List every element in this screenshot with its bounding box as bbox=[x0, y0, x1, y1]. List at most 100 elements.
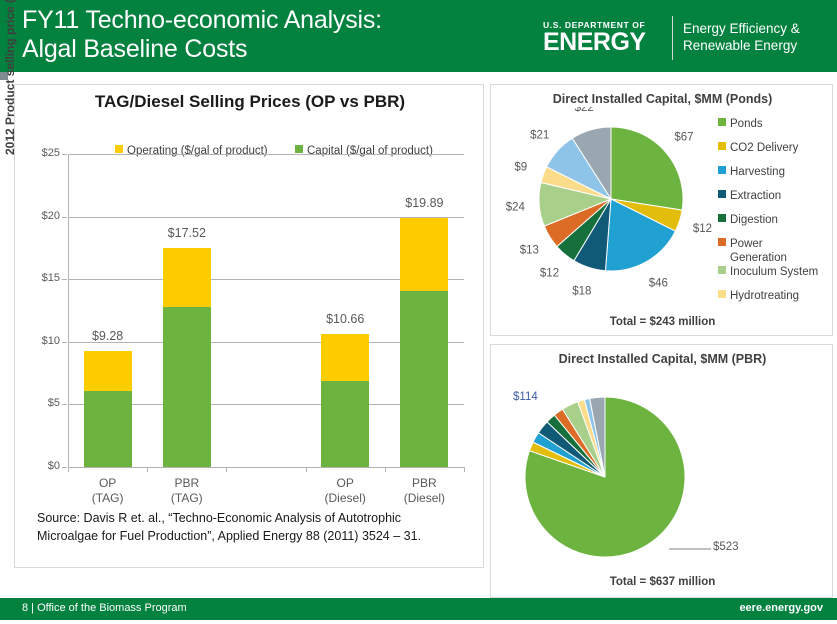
y-axis-tick-label: $20 bbox=[41, 209, 60, 222]
bar-stack[interactable] bbox=[321, 154, 370, 467]
page-title-line1: FY11 Techno-economic Analysis: bbox=[22, 6, 382, 34]
y-axis-tick bbox=[62, 341, 67, 343]
x-axis-label-line2: (TAG) bbox=[91, 491, 124, 505]
bar-chart-plot-area: $0 $5 $10 $15 $20 $25 $9.28 $17.52 $10.66 $19.89… bbox=[42, 147, 465, 505]
pbr-callout-114: $114 bbox=[513, 391, 538, 403]
y-axis-tick-label: $5 bbox=[47, 397, 60, 410]
y-axis-line bbox=[68, 154, 69, 467]
pie-slice[interactable] bbox=[604, 198, 677, 272]
pie-legend-swatch bbox=[718, 238, 726, 246]
x-axis-tick bbox=[147, 467, 149, 472]
bar-segment-capital[interactable] bbox=[83, 390, 132, 467]
bar-segment-operating[interactable] bbox=[83, 350, 132, 391]
pie-data-label: $9 bbox=[514, 161, 527, 173]
pie-legend-item[interactable]: Harvesting bbox=[718, 166, 785, 178]
pie-legend-swatch bbox=[718, 190, 726, 198]
x-axis-label-line1: PBR bbox=[412, 476, 437, 490]
bar-stack[interactable] bbox=[400, 154, 449, 467]
slide-bottom-edge bbox=[0, 620, 837, 624]
y-axis-tick bbox=[62, 279, 67, 281]
pie-data-label: $18 bbox=[572, 285, 591, 297]
x-axis-category-label: OP (TAG) bbox=[63, 476, 153, 506]
x-axis-label-line1: OP bbox=[336, 476, 354, 490]
bar-segment-operating[interactable] bbox=[321, 333, 370, 382]
logo-divider bbox=[672, 16, 673, 60]
pie-legend-item[interactable]: CO2 Delivery bbox=[718, 142, 798, 154]
gridline bbox=[68, 154, 464, 155]
page-title-line2: Algal Baseline Costs bbox=[22, 35, 248, 63]
legend-swatch-capital bbox=[295, 145, 303, 153]
gridline bbox=[68, 216, 464, 218]
slide-header: FY11 Techno-economic Analysis: Algal Bas… bbox=[0, 0, 837, 72]
stripe-segment-green bbox=[8, 72, 420, 80]
pie-legend-label: Hydrotreating bbox=[730, 290, 800, 302]
x-axis-category-label: PBR (Diesel) bbox=[379, 476, 469, 506]
x-axis-tick bbox=[68, 467, 69, 472]
pie1-holder-svg: $67$12$46$18$12$13$24$9$21$22 bbox=[506, 107, 712, 297]
ponds-pie-title: Direct Installed Capital, $MM (Ponds) bbox=[552, 92, 773, 106]
x-axis-label-line2: (TAG) bbox=[170, 491, 203, 505]
bar-chart-panel: TAG/Diesel Selling Prices (OP vs PBR) 20… bbox=[3, 0, 484, 568]
pie-data-label: $12 bbox=[540, 268, 559, 280]
pie-data-label: $12 bbox=[693, 223, 712, 235]
bar-total-label: $19.89 bbox=[405, 195, 444, 210]
bar-segment-capital[interactable] bbox=[162, 306, 211, 467]
x-axis-category-label: OP (Diesel) bbox=[300, 476, 390, 506]
bar-segment-capital[interactable] bbox=[321, 381, 370, 467]
bar-total-label: $10.66 bbox=[326, 311, 365, 326]
pie-legend-item[interactable]: Digestion bbox=[718, 214, 778, 226]
pbr-pie-total: Total = $637 million bbox=[609, 576, 716, 588]
x-axis-category-label: PBR (TAG) bbox=[142, 476, 232, 506]
bar-total-label: $9.28 bbox=[91, 328, 124, 343]
bar-segment-capital[interactable] bbox=[400, 291, 449, 467]
stripe-segment-yellow bbox=[420, 72, 535, 80]
pbr-callout-523: $523 bbox=[713, 541, 739, 553]
pie-legend-item[interactable]: Inoculum System bbox=[718, 266, 818, 278]
pbr-pie-title: Direct Installed Capital, $MM (PBR) bbox=[558, 352, 767, 366]
pie-slice[interactable] bbox=[589, 396, 606, 478]
pie-data-label: $67 bbox=[674, 132, 693, 144]
pie-legend-swatch bbox=[718, 118, 726, 126]
pbr-pie-panel: Direct Installed Capital, $MM (PBR) $114… bbox=[490, 344, 833, 598]
pie-legend-label: Ponds bbox=[730, 118, 763, 130]
y-axis-tick-label: $15 bbox=[41, 272, 60, 285]
bar-segment-operating[interactable] bbox=[400, 217, 449, 292]
source-line2: Microalgae for Fuel Production”, Applied… bbox=[37, 529, 422, 543]
y-axis-tick-label: $10 bbox=[41, 334, 60, 347]
bar-chart-y-axis-title: 2012 Product selling price ($/gal) bbox=[3, 0, 17, 155]
x-axis-tick bbox=[305, 467, 307, 472]
pie-legend-swatch bbox=[718, 266, 726, 274]
bar-chart-title: TAG/Diesel Selling Prices (OP vs PBR) bbox=[94, 92, 406, 111]
pie-legend-label: CO2 Delivery bbox=[730, 142, 799, 154]
y-axis-tick bbox=[62, 404, 67, 406]
pie-legend-label-cont: Generation bbox=[730, 252, 787, 264]
footer-url: eere.energy.gov bbox=[739, 602, 823, 614]
y-axis-tick bbox=[62, 467, 67, 468]
gridline bbox=[68, 341, 464, 343]
pie-data-label: $13 bbox=[520, 244, 539, 256]
pie-legend-item[interactable]: Hydrotreating bbox=[718, 290, 799, 302]
pie-legend-item[interactable]: Ponds bbox=[718, 118, 763, 130]
legend-swatch-operating bbox=[115, 145, 123, 153]
gridline bbox=[68, 279, 464, 281]
pie-legend-label: Extraction bbox=[730, 190, 782, 202]
pie-legend-item[interactable]: Power bbox=[718, 238, 763, 250]
eere-subtitle: Energy Efficiency & Renewable Energy bbox=[683, 20, 833, 54]
pie-slice[interactable] bbox=[610, 126, 684, 211]
pie-legend-swatch bbox=[718, 290, 726, 298]
ponds-pie-total: Total = $243 million bbox=[609, 316, 716, 328]
pie-legend-label: Digestion bbox=[730, 214, 778, 226]
page-title: FY11 Techno-economic Analysis: Algal Bas… bbox=[22, 6, 522, 64]
y-axis-tick-label: $25 bbox=[41, 147, 60, 159]
bar-stack[interactable] bbox=[162, 154, 211, 467]
eere-subtitle-line1: Energy Efficiency & bbox=[683, 21, 800, 36]
bar-stack[interactable] bbox=[83, 154, 132, 467]
x-axis-label-line2: (Diesel) bbox=[403, 491, 446, 505]
pie-legend-swatch bbox=[718, 142, 726, 150]
pie-slice[interactable] bbox=[571, 126, 612, 201]
bar-segment-operating[interactable] bbox=[162, 247, 211, 307]
x-axis-label-line1: PBR bbox=[174, 476, 200, 490]
pie-legend-item[interactable]: Extraction bbox=[718, 190, 781, 202]
x-axis-tick bbox=[226, 467, 228, 472]
pie-legend-swatch bbox=[718, 166, 726, 174]
